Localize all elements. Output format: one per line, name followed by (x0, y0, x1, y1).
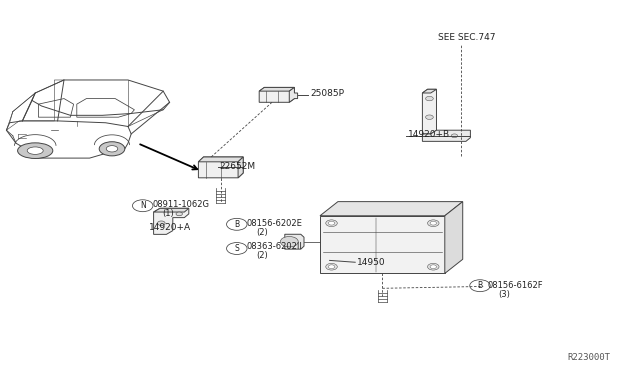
Ellipse shape (106, 145, 118, 152)
Text: (3): (3) (498, 290, 510, 299)
Text: B: B (234, 220, 239, 229)
Text: R223000T: R223000T (567, 353, 611, 362)
Ellipse shape (18, 143, 53, 158)
Text: 08156-6162F: 08156-6162F (488, 281, 543, 290)
Circle shape (451, 134, 458, 138)
Text: B: B (477, 281, 483, 290)
Text: (2): (2) (256, 228, 268, 237)
Polygon shape (238, 157, 243, 178)
Polygon shape (154, 208, 189, 212)
Circle shape (280, 237, 298, 247)
Text: 14920+A: 14920+A (148, 223, 191, 232)
Ellipse shape (99, 142, 125, 156)
Polygon shape (422, 89, 436, 93)
Text: 22652M: 22652M (219, 162, 255, 171)
Polygon shape (198, 157, 243, 162)
Polygon shape (198, 157, 243, 178)
Text: 08363-6202II: 08363-6202II (246, 242, 302, 251)
Polygon shape (445, 202, 463, 273)
Polygon shape (259, 87, 294, 102)
Ellipse shape (28, 147, 44, 154)
Text: (1): (1) (162, 209, 173, 218)
Text: 14920+B: 14920+B (408, 130, 451, 139)
Text: (2): (2) (256, 251, 268, 260)
Circle shape (157, 221, 165, 225)
Circle shape (328, 221, 335, 225)
Text: N: N (140, 201, 145, 210)
Circle shape (326, 220, 337, 227)
Circle shape (328, 265, 335, 269)
Text: 08911-1062G: 08911-1062G (152, 200, 209, 209)
Circle shape (430, 265, 436, 269)
Polygon shape (285, 234, 304, 249)
Circle shape (426, 96, 433, 101)
Circle shape (428, 220, 439, 227)
Polygon shape (320, 202, 463, 216)
Text: 14950: 14950 (357, 258, 386, 267)
Polygon shape (422, 130, 470, 141)
Polygon shape (289, 87, 298, 102)
Circle shape (430, 221, 436, 225)
Text: 08156-6202E: 08156-6202E (246, 219, 302, 228)
Text: S: S (234, 244, 239, 253)
Circle shape (426, 115, 433, 119)
Circle shape (176, 212, 182, 216)
Circle shape (428, 263, 439, 270)
Polygon shape (320, 216, 445, 273)
Polygon shape (422, 89, 436, 134)
Circle shape (326, 263, 337, 270)
Polygon shape (154, 208, 189, 234)
Polygon shape (259, 87, 294, 91)
Text: SEE SEC.747: SEE SEC.747 (438, 33, 496, 42)
Text: 25085P: 25085P (310, 89, 344, 98)
